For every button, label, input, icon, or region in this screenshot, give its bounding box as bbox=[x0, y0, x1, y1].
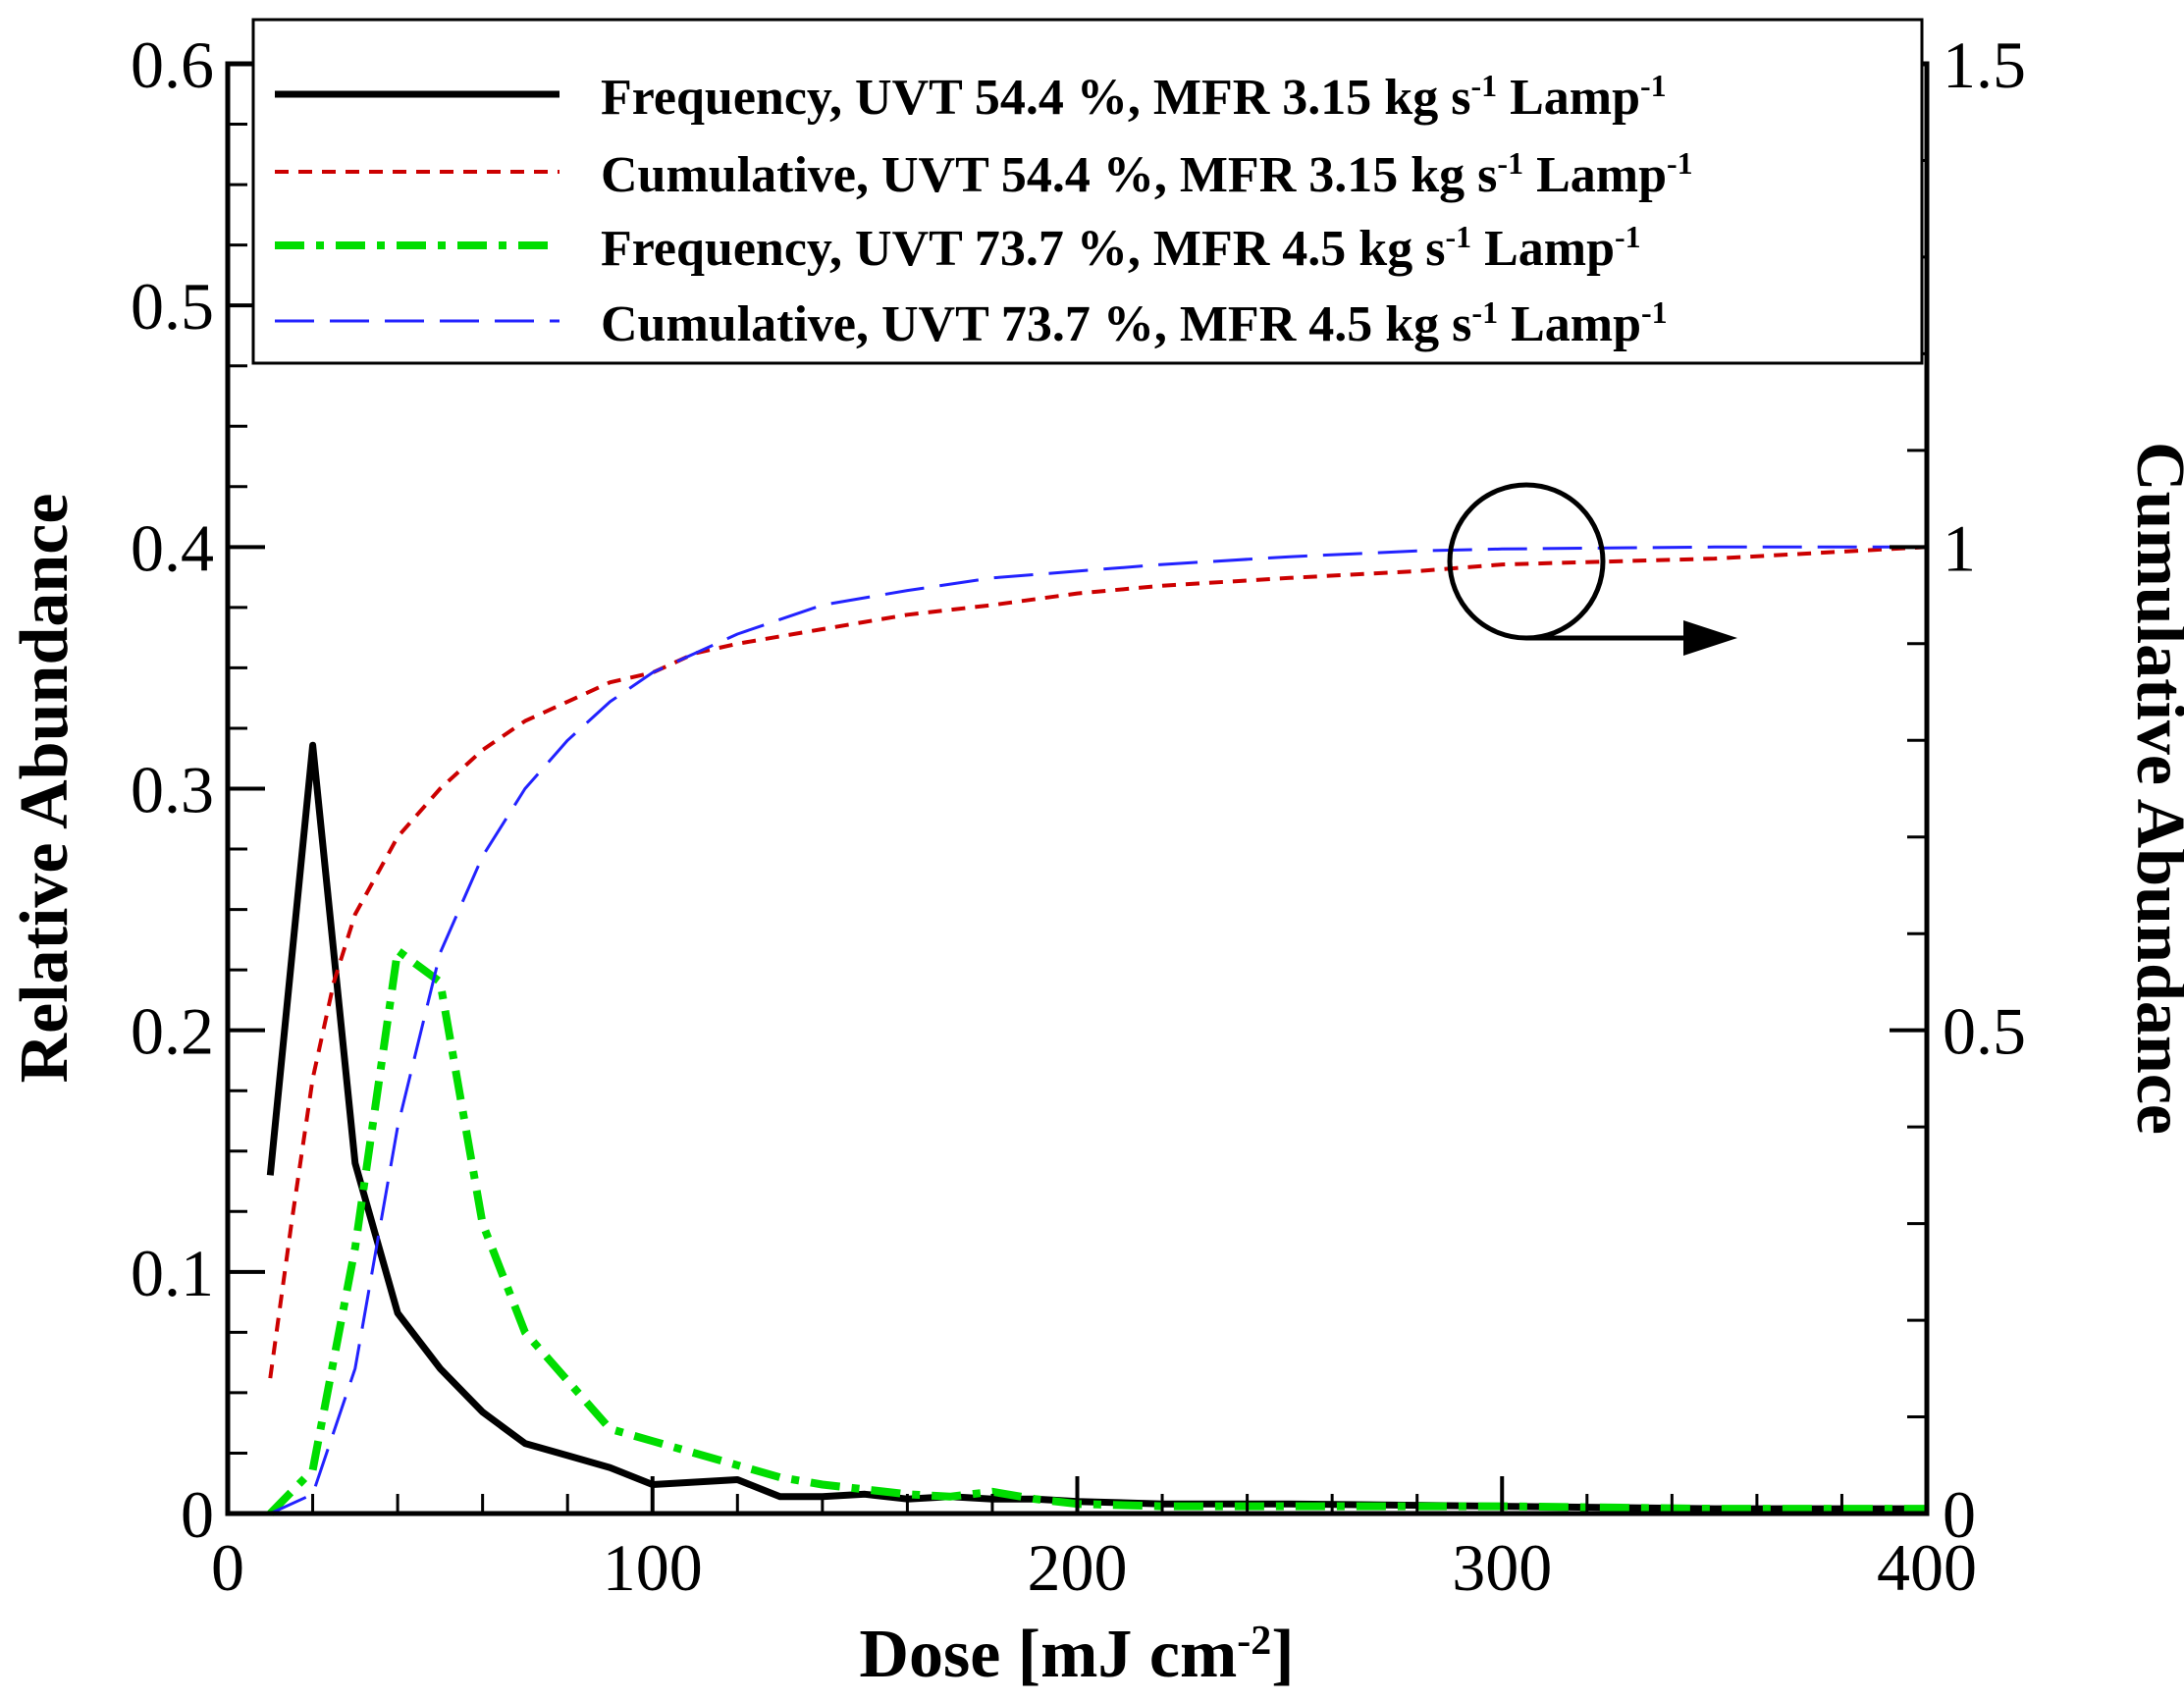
y-tick-label-left: 0.6 bbox=[131, 27, 214, 102]
x-tick-label: 0 bbox=[211, 1530, 244, 1605]
series-line-cum-544 bbox=[268, 545, 1928, 1379]
legend-box bbox=[251, 18, 1924, 365]
y-tick-label-right: 1.5 bbox=[1943, 27, 2026, 102]
y-axis-title-left: Relative Abundance bbox=[7, 494, 82, 1084]
y-tick-label-left: 0.5 bbox=[131, 269, 214, 344]
annotation-arrow-head bbox=[1683, 620, 1737, 656]
annotation-circle bbox=[1447, 482, 1606, 641]
x-tick-label: 400 bbox=[1877, 1530, 1977, 1605]
legend-label-freq-544: Frequency, UVT 54.4 %, MFR 3.15 kg s-1 L… bbox=[601, 68, 1667, 126]
series-line-cum-737 bbox=[269, 545, 1927, 1515]
y-tick-label-left: 0.1 bbox=[131, 1236, 214, 1310]
y-tick-label-left: 0.2 bbox=[131, 994, 214, 1069]
y-tick-label-right: 1 bbox=[1943, 510, 1976, 585]
y-axis-title-right: Cumulative Abundance bbox=[2122, 442, 2184, 1135]
x-tick-label: 200 bbox=[1028, 1530, 1128, 1605]
y-tick-label-left: 0 bbox=[181, 1477, 214, 1552]
legend-label-cum-737: Cumulative, UVT 73.7 %, MFR 4.5 kg s-1 L… bbox=[601, 294, 1668, 352]
y-tick-label-left: 0.3 bbox=[131, 753, 214, 827]
y-tick-label-right: 0 bbox=[1943, 1477, 1976, 1552]
series-line-freq-544 bbox=[266, 741, 1927, 1513]
right-axis-annotation bbox=[1447, 482, 1737, 656]
x-tick-label: 100 bbox=[603, 1530, 703, 1605]
plot-lines bbox=[266, 545, 1928, 1516]
legend: Frequency, UVT 54.4 %, MFR 3.15 kg s-1 L… bbox=[251, 18, 1924, 365]
x-tick-label: 300 bbox=[1452, 1530, 1552, 1605]
x-axis-title: Dose [mJ cm-2] bbox=[859, 1617, 1294, 1692]
legend-label-freq-737: Frequency, UVT 73.7 %, MFR 4.5 kg s-1 La… bbox=[601, 219, 1641, 277]
y-tick-label-right: 0.5 bbox=[1943, 994, 2026, 1069]
y-tick-label-left: 0.4 bbox=[131, 510, 214, 585]
series-line-freq-737 bbox=[267, 946, 1927, 1516]
legend-label-cum-544: Cumulative, UVT 54.4 %, MFR 3.15 kg s-1 … bbox=[601, 145, 1693, 203]
